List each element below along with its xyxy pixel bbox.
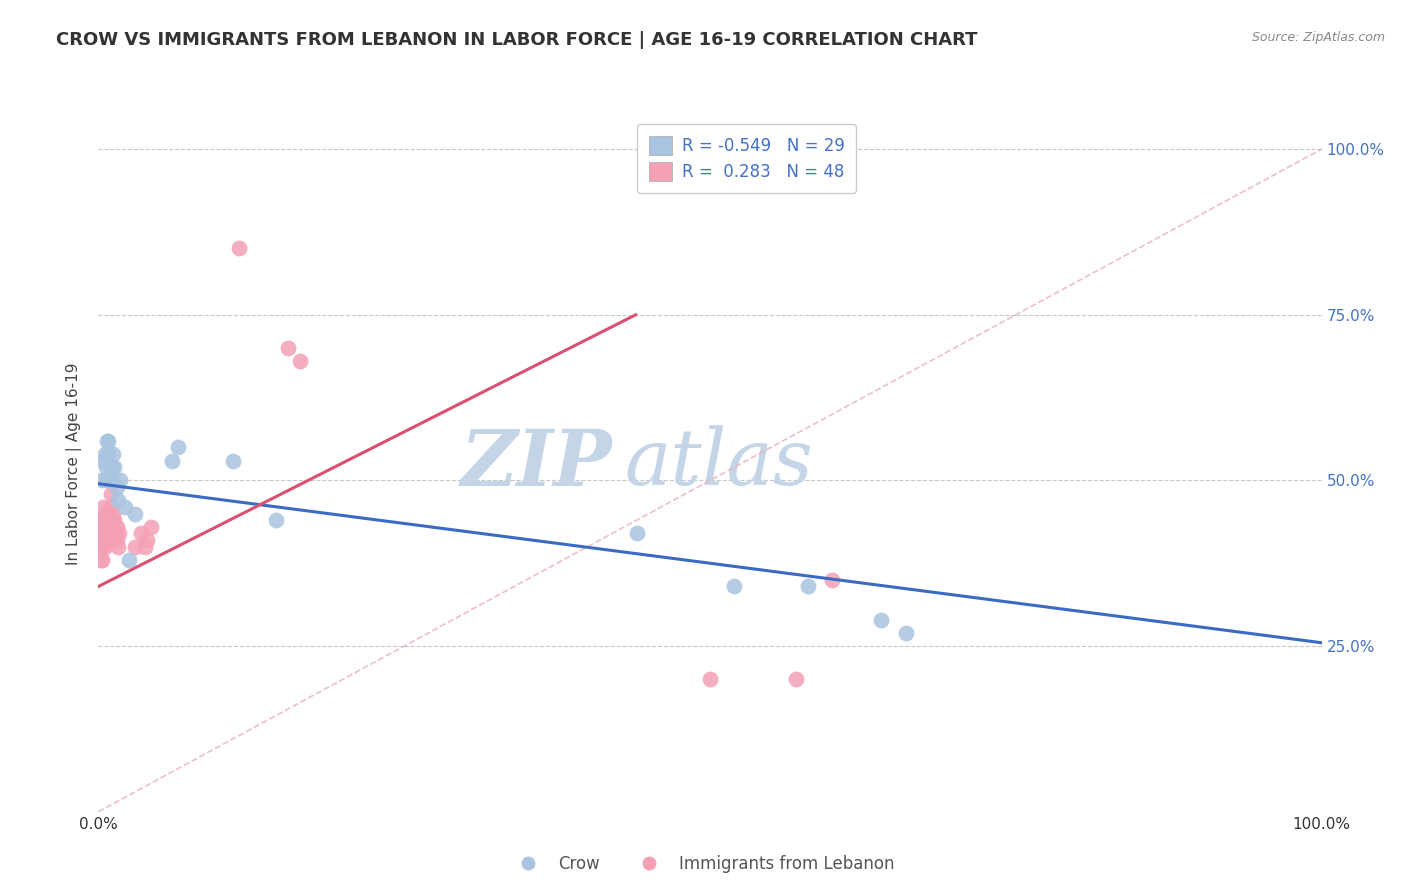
Point xyxy=(94,526,117,541)
Point xyxy=(105,520,128,534)
Point xyxy=(100,500,122,514)
Point xyxy=(104,526,127,541)
Point xyxy=(93,540,115,554)
Point xyxy=(101,526,124,541)
Point xyxy=(91,474,114,488)
Point xyxy=(101,513,124,527)
Point xyxy=(894,625,917,640)
Legend: Crow, Immigrants from Lebanon: Crow, Immigrants from Lebanon xyxy=(505,848,901,880)
Point xyxy=(90,540,112,554)
Point xyxy=(626,526,648,541)
Point xyxy=(114,500,136,514)
Y-axis label: In Labor Force | Age 16-19: In Labor Force | Age 16-19 xyxy=(66,362,83,566)
Point xyxy=(100,486,122,500)
Text: ZIP: ZIP xyxy=(461,425,612,502)
Point xyxy=(91,500,114,514)
Point xyxy=(100,460,122,475)
Point xyxy=(91,526,114,541)
Point xyxy=(821,573,844,587)
Point xyxy=(124,507,146,521)
Point xyxy=(91,526,114,541)
Point xyxy=(124,540,146,554)
Point xyxy=(105,480,128,494)
Point xyxy=(108,526,131,541)
Point xyxy=(94,513,117,527)
Point xyxy=(723,579,745,593)
Point xyxy=(160,453,183,467)
Point xyxy=(100,474,122,488)
Point xyxy=(134,540,156,554)
Point xyxy=(94,474,117,488)
Text: Source: ZipAtlas.com: Source: ZipAtlas.com xyxy=(1251,31,1385,45)
Point xyxy=(103,513,125,527)
Point xyxy=(97,434,120,448)
Point xyxy=(136,533,159,547)
Point xyxy=(129,526,152,541)
Point xyxy=(101,507,124,521)
Point xyxy=(101,447,124,461)
Point xyxy=(90,513,112,527)
Point xyxy=(91,553,114,567)
Point xyxy=(93,447,115,461)
Point xyxy=(103,460,125,475)
Point xyxy=(107,493,129,508)
Point xyxy=(90,553,112,567)
Point xyxy=(97,520,120,534)
Legend: R = -0.549   N = 29, R =  0.283   N = 48: R = -0.549 N = 29, R = 0.283 N = 48 xyxy=(637,124,856,193)
Point xyxy=(139,520,162,534)
Point xyxy=(797,579,820,593)
Point xyxy=(97,507,120,521)
Point xyxy=(93,513,115,527)
Point xyxy=(91,513,114,527)
Text: CROW VS IMMIGRANTS FROM LEBANON IN LABOR FORCE | AGE 16-19 CORRELATION CHART: CROW VS IMMIGRANTS FROM LEBANON IN LABOR… xyxy=(56,31,977,49)
Point xyxy=(98,533,121,547)
Point xyxy=(96,526,118,541)
Point xyxy=(97,447,120,461)
Point xyxy=(91,540,114,554)
Point xyxy=(90,526,112,541)
Point xyxy=(118,553,141,567)
Point xyxy=(96,513,118,527)
Point xyxy=(228,242,250,256)
Point xyxy=(264,513,287,527)
Point xyxy=(98,474,121,488)
Point xyxy=(167,440,190,454)
Point xyxy=(222,453,245,467)
Point xyxy=(785,672,807,686)
Point xyxy=(89,513,111,527)
Point xyxy=(93,526,115,541)
Point xyxy=(94,460,117,475)
Point xyxy=(101,460,124,475)
Point xyxy=(290,354,312,368)
Point xyxy=(105,533,128,547)
Point xyxy=(96,434,118,448)
Point xyxy=(97,533,120,547)
Point xyxy=(107,540,129,554)
Text: atlas: atlas xyxy=(624,425,813,502)
Point xyxy=(89,520,111,534)
Point xyxy=(89,526,111,541)
Point xyxy=(94,507,117,521)
Point xyxy=(110,474,132,488)
Point xyxy=(91,453,114,467)
Point xyxy=(91,513,114,527)
Point xyxy=(870,613,893,627)
Point xyxy=(699,672,721,686)
Point xyxy=(277,341,299,355)
